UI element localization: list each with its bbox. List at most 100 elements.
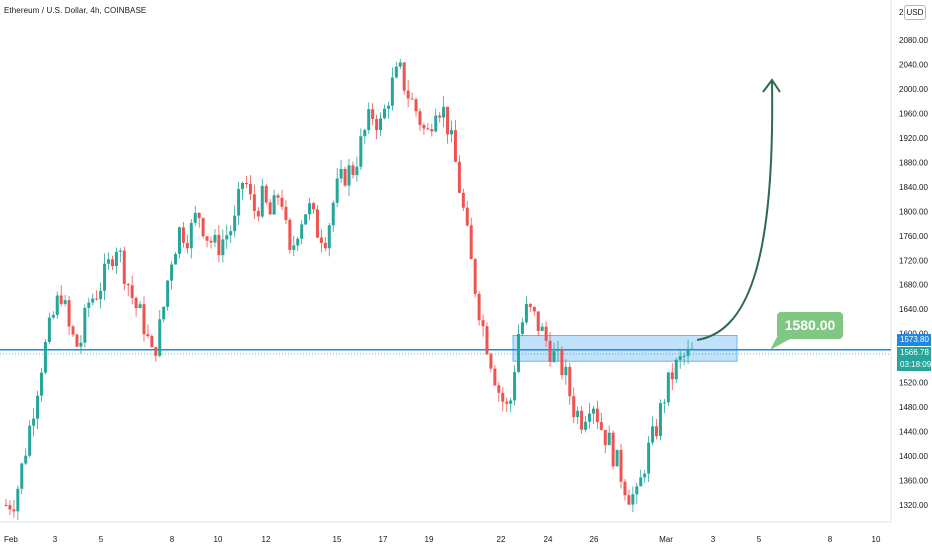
- candle-body: [568, 366, 572, 397]
- projection-arrowhead: [762, 78, 781, 93]
- y-tick-label: 1680.00: [899, 281, 928, 290]
- x-tick-label: 3: [711, 535, 716, 544]
- candle-body: [225, 235, 229, 240]
- candle-body: [517, 333, 521, 372]
- candle-body: [367, 109, 371, 131]
- candle-body: [647, 442, 651, 474]
- candle-body: [603, 429, 607, 446]
- candle-body: [315, 209, 319, 238]
- candle-body: [4, 505, 8, 506]
- y-tick-label: 1840.00: [899, 183, 928, 192]
- candle-body: [489, 354, 493, 369]
- x-tick-label: 5: [757, 535, 762, 544]
- y-tick-label: 1360.00: [899, 477, 928, 486]
- candle-body: [233, 215, 237, 232]
- candle-body: [331, 202, 335, 226]
- candle-body: [16, 488, 20, 512]
- candle-body: [544, 326, 548, 341]
- candle-body: [599, 422, 603, 430]
- projection-arrow: [696, 81, 774, 341]
- candle-body: [99, 290, 103, 300]
- candle-body: [580, 410, 584, 430]
- y-tick-label: 1400.00: [899, 452, 928, 461]
- x-tick-label: 8: [828, 535, 833, 544]
- candle-body: [284, 206, 288, 220]
- x-tick-label: 10: [214, 535, 223, 544]
- candle-body: [682, 355, 686, 357]
- candle-body: [528, 304, 532, 307]
- candle-body: [130, 285, 134, 298]
- x-tick-label: Feb: [4, 535, 18, 544]
- candle-body: [170, 264, 174, 281]
- y-tick-label: 1880.00: [899, 158, 928, 167]
- candle-body: [450, 130, 454, 135]
- candle-body: [20, 463, 24, 489]
- candle-body: [142, 304, 146, 335]
- candle-body: [319, 237, 323, 243]
- candle-body: [47, 317, 51, 343]
- candle-body: [552, 351, 556, 362]
- candle-body: [670, 372, 674, 380]
- candle-body: [268, 202, 272, 215]
- candle-body: [150, 336, 154, 348]
- candle-body: [379, 118, 383, 131]
- candle-body: [221, 239, 225, 256]
- candle-body: [363, 130, 367, 137]
- candle-body: [587, 413, 591, 422]
- candle-body: [67, 300, 71, 327]
- candle-body: [560, 349, 564, 376]
- x-tick-label: 10: [872, 535, 881, 544]
- candle-body: [264, 185, 268, 203]
- candle-body: [438, 115, 442, 118]
- candle-body: [55, 295, 59, 315]
- y-tick-label: 1960.00: [899, 109, 928, 118]
- candle-body: [564, 366, 568, 376]
- candle-body: [595, 408, 599, 423]
- candle-body: [442, 106, 446, 118]
- candle-body: [122, 250, 126, 284]
- candle-body: [36, 395, 40, 419]
- candle-body: [493, 368, 497, 386]
- candle-body: [205, 236, 209, 241]
- candle-body: [509, 400, 513, 404]
- y-tick-label: 2000.00: [899, 85, 928, 94]
- candle-body: [434, 115, 438, 132]
- currency-button[interactable]: USD: [904, 5, 926, 20]
- candle-body: [83, 307, 87, 343]
- current-price-value: 1566.78: [900, 348, 929, 357]
- candle-body: [686, 348, 690, 356]
- candle-body: [430, 129, 434, 132]
- candle-body: [288, 219, 292, 250]
- x-tick-label: 8: [170, 535, 175, 544]
- candle-body: [237, 188, 241, 216]
- candle-body: [635, 486, 639, 495]
- candle-body: [343, 168, 347, 186]
- candle-body: [591, 408, 595, 414]
- candle-body: [87, 302, 91, 308]
- callout-tail: [770, 337, 790, 350]
- candle-body: [201, 218, 205, 237]
- candle-body: [79, 342, 83, 347]
- candle-body: [418, 111, 422, 126]
- candle-body: [75, 334, 79, 347]
- candle-body: [402, 62, 406, 91]
- candle-body: [457, 161, 461, 193]
- candle-body: [154, 347, 158, 356]
- candle-body: [39, 372, 43, 396]
- candle-body: [674, 359, 678, 380]
- candle-body: [461, 192, 465, 208]
- candle-body: [217, 234, 221, 256]
- candle-body: [91, 298, 95, 303]
- candle-body: [110, 259, 114, 267]
- candle-body: [193, 212, 197, 223]
- candle-body: [382, 108, 386, 119]
- candle-body: [304, 214, 308, 225]
- candle-body: [410, 98, 414, 100]
- candle-body: [347, 165, 351, 186]
- y-tick-label: 1320.00: [899, 501, 928, 510]
- candle-body: [627, 495, 631, 505]
- candle-body: [477, 293, 481, 321]
- candle-body: [651, 426, 655, 443]
- candle-body: [185, 242, 189, 249]
